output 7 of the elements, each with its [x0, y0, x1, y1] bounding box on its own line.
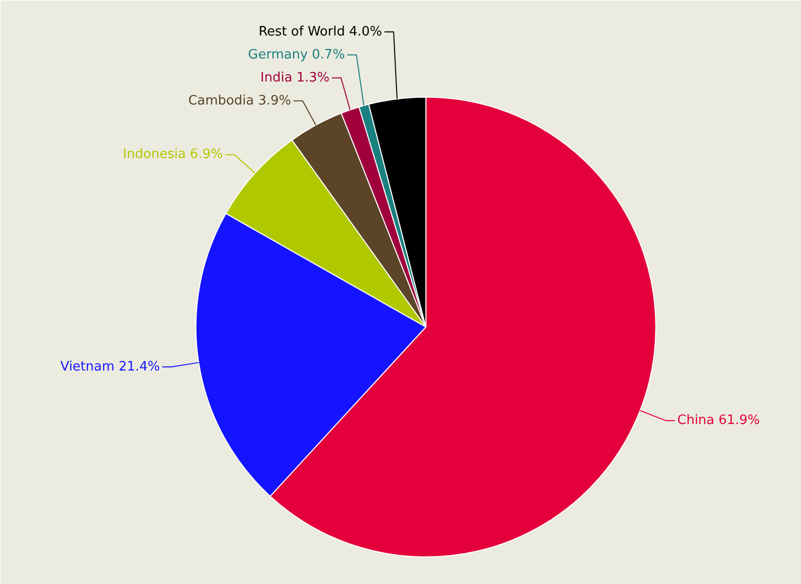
- slice-label: Vietnam 21.4%: [60, 359, 160, 374]
- slice-label: Rest of World 4.0%: [258, 24, 382, 40]
- slice-label: India 1.3%: [260, 70, 330, 86]
- slice-label: China 61.9%: [677, 413, 760, 428]
- slice-label: Cambodia 3.9%: [188, 93, 292, 108]
- slice-label: Germany 0.7%: [248, 47, 345, 62]
- slice-label: Indonesia 6.9%: [122, 147, 223, 162]
